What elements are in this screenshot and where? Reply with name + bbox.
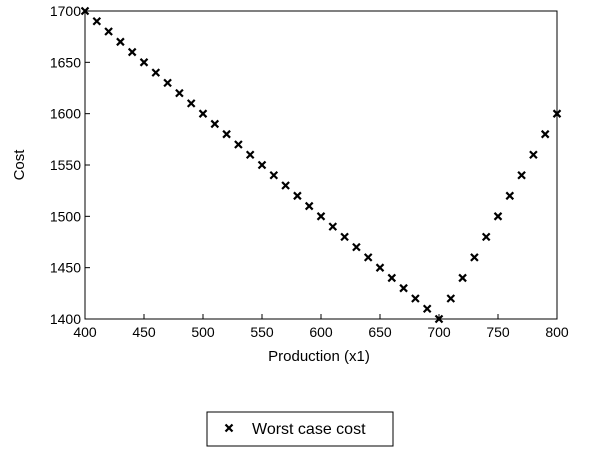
x-tick-label: 600 xyxy=(309,324,333,340)
plot-area xyxy=(84,10,558,320)
legend-label: Worst case cost xyxy=(252,421,366,438)
x-tick-label: 700 xyxy=(427,324,451,340)
data-point xyxy=(104,27,113,36)
y-tick-label: 1600 xyxy=(50,106,81,122)
data-point xyxy=(245,150,255,160)
data-point xyxy=(340,232,349,242)
y-tick-label: 1650 xyxy=(50,54,81,70)
y-tick-label: 1500 xyxy=(50,208,81,224)
data-point xyxy=(127,47,137,57)
data-point xyxy=(80,6,90,16)
y-axis: 1400 1450 1500 1550 1600 1650 1700 xyxy=(50,3,90,327)
data-point xyxy=(470,253,479,262)
data-point xyxy=(446,294,456,303)
data-point xyxy=(517,170,526,180)
data-point xyxy=(540,129,550,139)
x-tick-label: 650 xyxy=(368,324,392,340)
data-point xyxy=(505,191,515,201)
data-point xyxy=(352,242,361,252)
legend-marker-cross xyxy=(224,423,234,433)
data-point xyxy=(552,109,562,118)
x-tick-label: 550 xyxy=(250,324,274,340)
data-point xyxy=(222,129,231,139)
data-point xyxy=(151,68,161,77)
data-point xyxy=(281,181,290,190)
data-point xyxy=(481,232,491,242)
y-tick-label: 1450 xyxy=(50,260,81,276)
x-tick-label: 400 xyxy=(73,324,97,340)
data-point xyxy=(304,201,314,211)
x-tick-label: 800 xyxy=(545,324,569,340)
data-point xyxy=(175,88,184,98)
data-point xyxy=(316,212,326,221)
data-point xyxy=(269,170,279,180)
data-point xyxy=(458,273,467,283)
y-axis-title: Cost xyxy=(11,149,28,181)
y-tick-label: 1700 xyxy=(50,3,81,19)
data-point xyxy=(234,140,243,149)
data-point xyxy=(139,58,149,67)
data-point xyxy=(198,109,208,118)
data-point xyxy=(493,212,503,221)
data-point xyxy=(163,78,172,88)
data-point xyxy=(328,222,338,231)
x-axis: 400 450 500 550 600 650 700 750 800 xyxy=(73,314,569,340)
data-point xyxy=(92,16,102,26)
data-point xyxy=(293,191,302,201)
x-tick-label: 500 xyxy=(191,324,215,340)
data-point xyxy=(411,294,420,303)
data-point xyxy=(434,314,444,324)
y-tick-label: 1400 xyxy=(50,311,81,327)
data-point xyxy=(375,263,385,272)
data-point xyxy=(210,119,220,129)
legend: Worst case cost xyxy=(206,411,394,447)
data-point xyxy=(186,99,196,108)
legend-box xyxy=(206,411,394,447)
data-point xyxy=(422,304,432,314)
data-point xyxy=(387,273,397,283)
legend-marker-icon xyxy=(224,423,234,433)
data-point xyxy=(257,160,267,170)
data-point xyxy=(399,283,408,293)
x-axis-title: Production (x1) xyxy=(268,348,370,365)
data-point xyxy=(363,253,373,262)
x-tick-label: 750 xyxy=(486,324,510,340)
y-tick-label: 1550 xyxy=(50,157,81,173)
data-point xyxy=(116,37,125,47)
data-point xyxy=(529,150,538,160)
x-tick-label: 450 xyxy=(132,324,156,340)
data-points xyxy=(80,6,562,324)
